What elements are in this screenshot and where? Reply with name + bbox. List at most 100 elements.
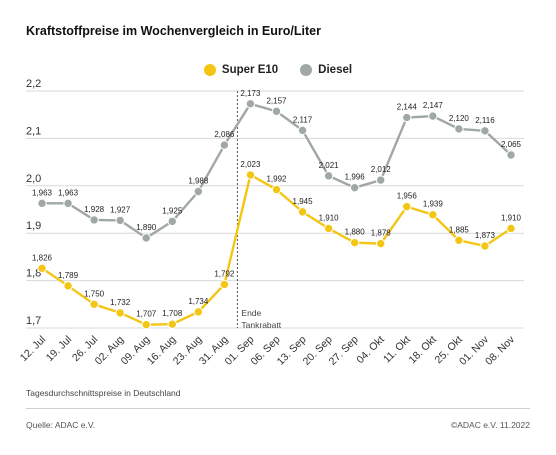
footer-divider — [26, 408, 530, 409]
x-tick-label: 04. Okt — [354, 334, 386, 366]
x-tick-label: 11. Okt — [381, 334, 413, 366]
copyright-note: ©ADAC e.V. 11.2022 — [450, 420, 530, 430]
data-point — [219, 279, 230, 290]
data-point — [37, 198, 47, 209]
data-point — [141, 319, 151, 330]
y-tick-label: 1,9 — [26, 220, 41, 232]
data-label: 2,147 — [423, 101, 444, 110]
data-point — [428, 111, 438, 121]
data-point — [271, 184, 282, 195]
data-label: 2,012 — [371, 165, 392, 174]
data-label: 1,992 — [266, 175, 287, 184]
data-point — [193, 186, 204, 197]
series-line-diesel — [42, 102, 512, 240]
data-point — [167, 216, 177, 227]
data-point — [141, 233, 151, 243]
data-point — [193, 307, 204, 317]
data-label: 1,956 — [397, 192, 418, 201]
data-label: 2,021 — [319, 161, 340, 170]
data-point — [115, 215, 125, 226]
x-tick-label: 27. Sep — [327, 334, 361, 368]
data-label: 2,023 — [240, 160, 261, 169]
data-label: 1,826 — [32, 253, 53, 262]
data-label: 1,963 — [32, 188, 53, 197]
data-point — [323, 223, 334, 234]
data-label: 1,945 — [293, 197, 314, 206]
data-point — [89, 299, 99, 309]
data-label: 1,873 — [475, 231, 496, 240]
data-label: 2,144 — [397, 103, 418, 112]
data-point — [428, 210, 438, 220]
legend-swatch-super-e10 — [203, 64, 216, 76]
data-label: 2,086 — [214, 130, 235, 139]
data-point — [376, 175, 386, 185]
data-point — [37, 263, 47, 273]
data-label: 1,707 — [136, 310, 157, 319]
x-tick-label: 18. Okt — [407, 334, 439, 366]
data-point — [89, 215, 99, 225]
chart-caption: Tagesdurchschnittspreise in Deutschland — [26, 388, 181, 398]
data-point — [454, 124, 464, 134]
data-label: 2,157 — [266, 96, 287, 105]
y-tick-label: 2,1 — [26, 125, 41, 137]
data-point — [63, 198, 73, 209]
data-label: 2,065 — [501, 140, 522, 149]
data-label: 1,792 — [214, 269, 235, 278]
x-tick-label: 19. Jul — [44, 334, 74, 364]
data-label: 1,878 — [371, 229, 392, 238]
data-label: 2,120 — [449, 114, 470, 123]
data-point — [167, 319, 177, 329]
source-note: Quelle: ADAC e.V. — [26, 420, 96, 430]
data-point — [245, 99, 256, 109]
data-label: 1,963 — [58, 188, 79, 197]
data-point — [297, 125, 308, 136]
data-point — [480, 241, 490, 251]
data-label: 1,734 — [188, 297, 209, 306]
data-point — [480, 126, 490, 136]
legend-label-super-e10: Super E10 — [221, 64, 279, 76]
data-point — [271, 106, 282, 117]
data-label: 1,750 — [84, 289, 105, 298]
data-label: 2,173 — [240, 89, 261, 98]
data-point — [506, 223, 516, 234]
data-label: 1,885 — [449, 225, 470, 234]
data-label: 1,910 — [319, 213, 340, 222]
data-label: 1,996 — [345, 173, 366, 182]
chart-title: Kraftstoffpreise im Wochenvergleich in E… — [26, 24, 321, 38]
y-tick-label: 1,8 — [26, 268, 41, 280]
x-tick-label: 12. Jul — [18, 334, 48, 364]
y-tick-label: 2,2 — [26, 78, 41, 90]
legend-item-diesel: Diesel — [300, 64, 352, 76]
data-label: 1,988 — [188, 176, 209, 185]
legend-item-super-e10: Super E10 — [203, 64, 279, 76]
data-label: 1,910 — [501, 213, 522, 222]
data-point — [376, 238, 386, 249]
data-label: 1,939 — [423, 200, 444, 209]
data-label: 1,732 — [110, 298, 131, 307]
data-point — [454, 235, 464, 246]
data-point — [63, 281, 73, 291]
data-point — [402, 201, 412, 212]
data-label: 1,925 — [162, 206, 183, 215]
data-point — [349, 182, 360, 193]
data-point — [402, 112, 412, 123]
chart-legend: Super E10 Diesel — [0, 64, 556, 76]
annotation-text-line2: Tankrabatt — [241, 320, 281, 330]
data-label: 2,117 — [293, 115, 313, 124]
data-point — [297, 207, 308, 217]
y-tick-label: 1,7 — [26, 315, 41, 327]
data-label: 2,116 — [475, 116, 495, 125]
data-point — [323, 171, 334, 181]
data-label: 1,880 — [345, 228, 366, 237]
data-point — [349, 237, 360, 248]
data-label: 1,927 — [110, 205, 131, 214]
y-tick-label: 2,0 — [26, 173, 41, 185]
data-point — [219, 140, 230, 150]
x-tick-label: 08. Nov — [483, 333, 518, 368]
data-label: 1,789 — [58, 271, 79, 280]
data-label: 1,928 — [84, 205, 105, 214]
data-label: 1,890 — [136, 223, 157, 232]
data-point — [506, 150, 516, 160]
data-point — [245, 170, 256, 180]
